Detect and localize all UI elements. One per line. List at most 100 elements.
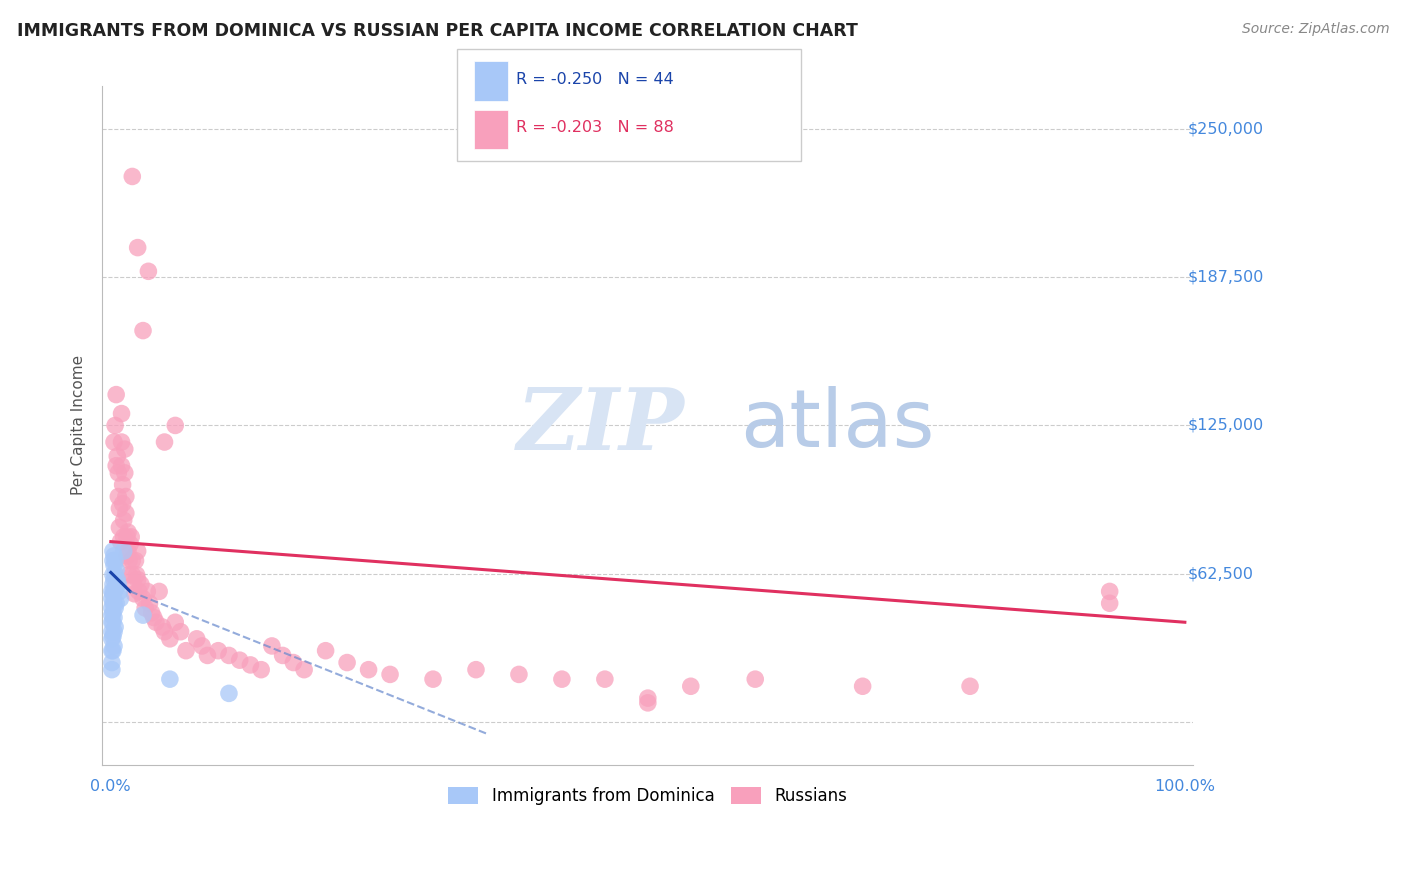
Point (115, 490, 138, 504)
Point (129, 577, 152, 591)
Point (118, 567, 141, 582)
Point (165, 418, 187, 433)
Point (105, 450, 128, 464)
Point (218, 648, 240, 663)
Point (637, 696, 659, 710)
Point (107, 490, 129, 504)
Point (117, 525, 139, 540)
Point (551, 672, 574, 686)
Point (101, 567, 124, 582)
Point (115, 506, 138, 520)
Point (110, 534, 132, 549)
Text: R = -0.203   N = 88: R = -0.203 N = 88 (516, 120, 673, 135)
Point (101, 624, 124, 639)
Point (105, 596, 128, 610)
Point (315, 643, 337, 657)
Point (283, 656, 305, 670)
Point (101, 544, 124, 558)
Point (138, 264, 160, 278)
Point (124, 587, 146, 601)
Point (145, 615, 167, 630)
Point (103, 596, 125, 610)
Text: 0.0%: 0.0% (90, 779, 131, 794)
Point (127, 544, 149, 558)
Point (103, 624, 125, 639)
Point (110, 458, 132, 473)
Point (110, 435, 132, 450)
Point (593, 672, 616, 686)
Point (159, 672, 181, 686)
Point (101, 606, 124, 620)
Point (103, 584, 125, 599)
Point (112, 544, 135, 558)
Point (110, 407, 132, 421)
Point (103, 573, 125, 587)
Point (101, 632, 124, 646)
Point (104, 567, 127, 582)
Point (107, 466, 129, 480)
Text: IMMIGRANTS FROM DOMINICA VS RUSSIAN PER CAPITA INCOME CORRELATION CHART: IMMIGRANTS FROM DOMINICA VS RUSSIAN PER … (17, 22, 858, 40)
Point (191, 639, 214, 653)
Point (228, 653, 250, 667)
Y-axis label: Per Capita Income: Per Capita Income (72, 355, 86, 495)
Point (679, 679, 702, 693)
Point (128, 584, 150, 599)
Point (110, 591, 132, 606)
Point (120, 530, 142, 544)
Point (104, 620, 127, 634)
Point (637, 691, 659, 706)
Point (105, 387, 128, 401)
Point (115, 549, 138, 563)
Point (422, 672, 444, 686)
Point (508, 667, 530, 681)
Text: $62,500: $62,500 (1188, 566, 1254, 581)
Point (165, 615, 187, 630)
Point (104, 418, 127, 433)
Point (114, 442, 136, 457)
Point (101, 615, 124, 630)
Point (148, 584, 170, 599)
Point (153, 435, 176, 450)
Point (103, 549, 125, 563)
Point (336, 656, 359, 670)
Point (127, 573, 149, 587)
Point (136, 584, 159, 599)
Point (852, 679, 875, 693)
Point (101, 630, 124, 644)
Point (103, 558, 125, 573)
Point (138, 596, 160, 610)
Legend: Immigrants from Dominica, Russians: Immigrants from Dominica, Russians (440, 779, 856, 814)
Point (121, 169, 143, 184)
Point (127, 241, 149, 255)
Point (101, 615, 124, 630)
Point (108, 584, 131, 599)
Point (169, 624, 191, 639)
Point (132, 591, 155, 606)
Point (132, 324, 155, 338)
Point (101, 601, 124, 615)
Point (101, 591, 124, 606)
Text: Source: ZipAtlas.com: Source: ZipAtlas.com (1241, 22, 1389, 37)
Point (101, 596, 124, 610)
Point (744, 672, 766, 686)
Point (107, 577, 129, 591)
Text: ZIP: ZIP (517, 384, 685, 467)
Text: R = -0.250   N = 44: R = -0.250 N = 44 (516, 71, 673, 87)
Text: atlas: atlas (741, 386, 935, 465)
Point (118, 553, 141, 567)
Text: $250,000: $250,000 (1188, 121, 1264, 136)
Point (108, 520, 131, 534)
Point (1098, 596, 1121, 610)
Point (122, 577, 145, 591)
Point (292, 663, 315, 677)
Text: 100.0%: 100.0% (1154, 779, 1215, 794)
Point (357, 663, 380, 677)
Point (186, 632, 208, 646)
Point (103, 435, 125, 450)
Point (101, 587, 124, 601)
Point (378, 667, 401, 681)
Point (105, 580, 128, 594)
Point (465, 663, 488, 677)
Point (112, 530, 135, 544)
Point (132, 608, 155, 623)
